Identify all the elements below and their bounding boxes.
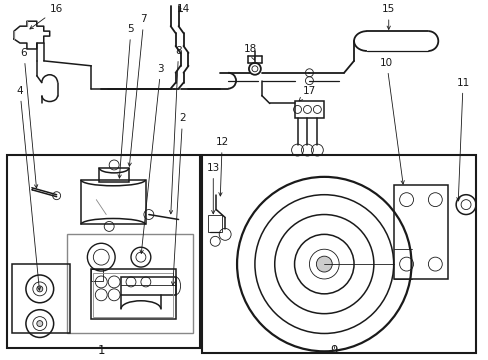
Bar xyxy=(66,234,193,333)
Text: 17: 17 xyxy=(299,86,315,101)
Text: 15: 15 xyxy=(381,4,395,30)
Bar xyxy=(93,273,172,317)
Text: 8: 8 xyxy=(169,46,182,214)
Bar xyxy=(91,269,175,319)
Text: 3: 3 xyxy=(140,64,163,253)
Text: 2: 2 xyxy=(171,113,185,285)
Text: 5: 5 xyxy=(118,24,134,178)
Bar xyxy=(7,155,200,348)
Text: 7: 7 xyxy=(128,14,147,166)
Bar xyxy=(294,100,324,118)
Text: 1: 1 xyxy=(97,344,105,357)
Bar xyxy=(81,180,145,224)
Text: 18: 18 xyxy=(243,44,256,60)
Bar xyxy=(208,215,222,232)
Bar xyxy=(12,264,69,333)
Text: 14: 14 xyxy=(177,4,190,14)
Text: 6: 6 xyxy=(20,48,38,188)
Circle shape xyxy=(37,321,42,327)
Text: 10: 10 xyxy=(379,58,404,184)
Text: 4: 4 xyxy=(17,86,41,290)
Bar xyxy=(393,185,447,279)
Text: 12: 12 xyxy=(215,137,228,196)
Text: 16: 16 xyxy=(30,4,63,29)
Bar xyxy=(99,168,129,182)
Text: 11: 11 xyxy=(455,78,469,201)
Text: 9: 9 xyxy=(330,344,337,357)
Bar xyxy=(202,155,475,353)
Bar xyxy=(91,269,103,281)
Text: 13: 13 xyxy=(206,163,220,214)
Circle shape xyxy=(316,256,331,272)
Bar xyxy=(121,277,175,295)
Circle shape xyxy=(37,286,42,292)
